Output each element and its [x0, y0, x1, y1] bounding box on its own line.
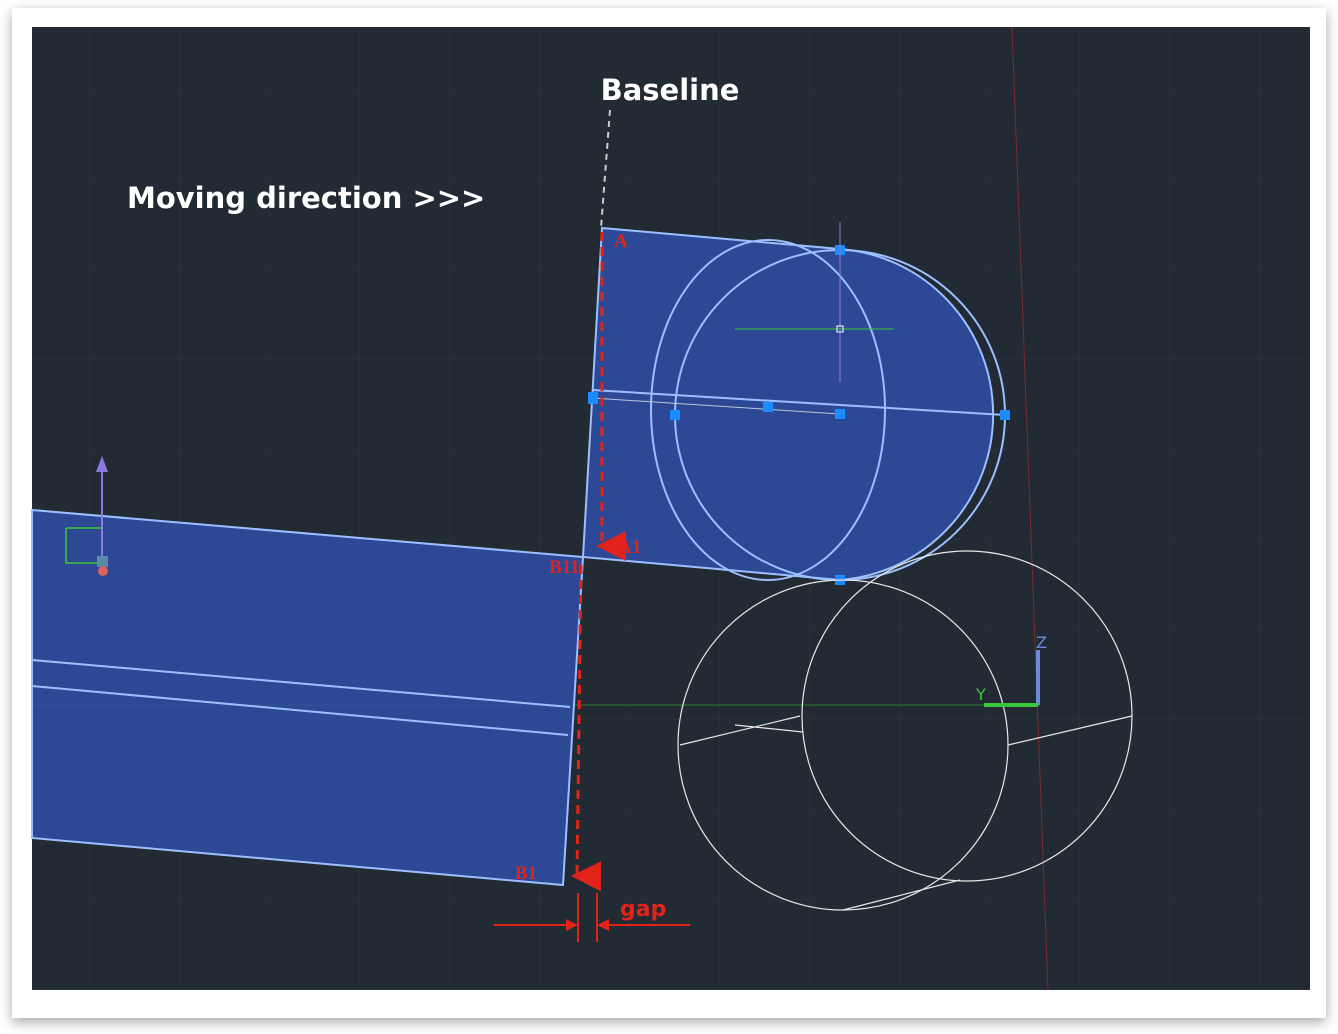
crosshair	[836, 325, 844, 333]
ucs-icon	[97, 556, 108, 567]
ucs-icon	[65, 527, 102, 564]
gap-arrow	[566, 919, 578, 931]
part	[31, 508, 585, 887]
direction-label: Moving direction >>>	[127, 181, 485, 215]
point-label: B1	[515, 863, 537, 884]
edge	[31, 659, 571, 708]
edge	[591, 397, 841, 415]
ucs-icon	[96, 456, 108, 472]
baseline-label: Baseline	[601, 73, 740, 107]
point-label: A	[614, 231, 628, 252]
edge	[31, 685, 569, 736]
red-arrow	[571, 564, 602, 892]
axis-line	[1011, 26, 1049, 991]
axis-label: Z	[1036, 633, 1047, 652]
wireframe	[677, 550, 1133, 911]
edge	[650, 239, 886, 581]
part	[581, 226, 995, 582]
axis-label: Y	[975, 685, 986, 704]
gap-label: gap	[620, 897, 666, 922]
ucs-icon	[98, 566, 108, 576]
gap-arrow	[597, 919, 609, 931]
point-label: A1	[618, 537, 641, 558]
baseline-line	[600, 109, 611, 229]
edge	[591, 389, 1006, 416]
point-label: B11	[549, 557, 580, 578]
